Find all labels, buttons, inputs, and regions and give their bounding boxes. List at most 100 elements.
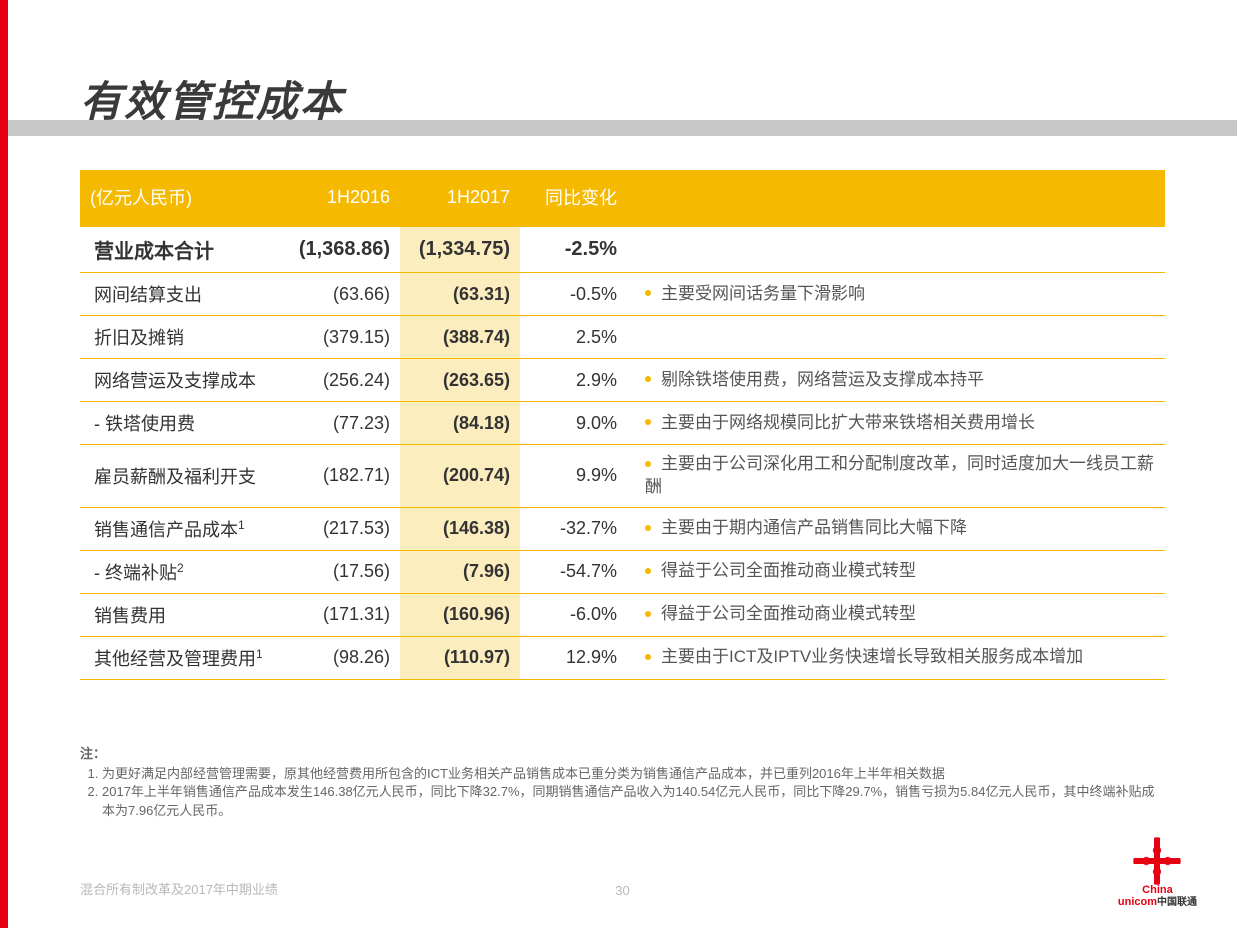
bullet-icon <box>645 611 651 617</box>
bullet-icon <box>645 290 651 296</box>
cell-2016: (1,368.86) <box>285 226 400 273</box>
cell-2016: (17.56) <box>285 550 400 593</box>
bullet-icon <box>645 376 651 382</box>
cell-note: 主要由于网络规模同比扩大带来铁塔相关费用增长 <box>635 402 1165 445</box>
cell-label: 折旧及摊销 <box>80 316 285 359</box>
table-row: 雇员薪酬及福利开支(182.71)(200.74)9.9%主要由于公司深化用工和… <box>80 445 1165 508</box>
cell-yoy: -2.5% <box>520 226 635 273</box>
note-text: 主要由于ICT及IPTV业务快速增长导致相关服务成本增加 <box>661 647 1083 666</box>
footnote-item: 为更好满足内部经营管理需要，原其他经营费用所包含的ICT业务相关产品销售成本已重… <box>102 765 1165 783</box>
note-text: 剔除铁塔使用费，网络营运及支撑成本持平 <box>661 370 984 389</box>
cell-yoy: -0.5% <box>520 273 635 316</box>
cell-note: 主要由于期内通信产品销售同比大幅下降 <box>635 507 1165 550</box>
cell-yoy: 9.0% <box>520 402 635 445</box>
table-row: - 铁塔使用费(77.23)(84.18)9.0% 主要由于网络规模同比扩大带来铁… <box>80 402 1165 445</box>
superscript: 1 <box>256 647 263 661</box>
cell-2017: (200.74) <box>400 445 520 508</box>
cell-label: 销售费用 <box>80 593 285 636</box>
left-red-bar <box>0 0 8 928</box>
col-1h2017: 1H2017 <box>400 170 520 226</box>
cell-2016: (63.66) <box>285 273 400 316</box>
cell-note <box>635 226 1165 273</box>
cell-2016: (171.31) <box>285 593 400 636</box>
bullet-icon <box>645 461 651 467</box>
table-row: 网络营运及支撑成本(256.24)(263.65)2.9% 剔除铁塔使用费，网络营… <box>80 359 1165 402</box>
cell-note: 主要受网间话务量下滑影响 <box>635 273 1165 316</box>
table-row: 其他经营及管理费用1(98.26)(110.97)12.9% 主要由于ICT及IP… <box>80 636 1165 679</box>
cell-2016: (182.71) <box>285 445 400 508</box>
table-row: 销售费用(171.31)(160.96)-6.0% 得益于公司全面推动商业模式转型 <box>80 593 1165 636</box>
cell-label: 雇员薪酬及福利开支 <box>80 445 285 508</box>
note-text: 主要由于网络规模同比扩大带来铁塔相关费用增长 <box>661 413 1035 432</box>
cell-yoy: -54.7% <box>520 550 635 593</box>
note-text: 主要受网间话务量下滑影响 <box>661 284 865 303</box>
col-note <box>635 170 1165 226</box>
cell-2016: (98.26) <box>285 636 400 679</box>
footnote-head: 注： <box>80 745 1165 763</box>
logo-text-china: China <box>1142 884 1173 896</box>
table-row: - 终端补贴2(17.56)(7.96)-54.7% 得益于公司全面推动商业模式转… <box>80 550 1165 593</box>
cell-note: 得益于公司全面推动商业模式转型 <box>635 593 1165 636</box>
cell-label: 营业成本合计 <box>80 226 285 273</box>
bullet-icon <box>645 525 651 531</box>
cell-label: 网络营运及支撑成本 <box>80 359 285 402</box>
cell-label: 其他经营及管理费用1 <box>80 636 285 679</box>
cell-label: - 铁塔使用费 <box>80 402 285 445</box>
cell-yoy: 9.9% <box>520 445 635 508</box>
cell-yoy: 2.9% <box>520 359 635 402</box>
cell-2017: (160.96) <box>400 593 520 636</box>
col-1h2016: 1H2016 <box>285 170 400 226</box>
cell-2017: (84.18) <box>400 402 520 445</box>
cell-2017: (388.74) <box>400 316 520 359</box>
footer-left: 混合所有制改革及2017年中期业绩 <box>80 879 278 898</box>
table-row: 营业成本合计(1,368.86)(1,334.75)-2.5% <box>80 226 1165 273</box>
china-unicom-logo: China unicom中国联通 <box>1118 840 1197 908</box>
cell-note: 得益于公司全面推动商业模式转型 <box>635 550 1165 593</box>
cell-2016: (379.15) <box>285 316 400 359</box>
cell-yoy: -32.7% <box>520 507 635 550</box>
superscript: 1 <box>238 518 245 532</box>
cell-2017: (63.31) <box>400 273 520 316</box>
cell-2016: (256.24) <box>285 359 400 402</box>
note-text: 得益于公司全面推动商业模式转型 <box>661 604 916 623</box>
footnote-item: 2017年上半年销售通信产品成本发生146.38亿元人民币，同比下降32.7%，… <box>102 783 1165 819</box>
superscript: 2 <box>177 561 184 575</box>
cell-note: 主要由于ICT及IPTV业务快速增长导致相关服务成本增加 <box>635 636 1165 679</box>
cell-2016: (217.53) <box>285 507 400 550</box>
bullet-icon <box>645 419 651 425</box>
col-unit: (亿元人民币) <box>80 170 285 226</box>
logo-text-cn: 中国联通 <box>1157 897 1197 908</box>
cell-2017: (1,334.75) <box>400 226 520 273</box>
cell-yoy: -6.0% <box>520 593 635 636</box>
col-yoy: 同比变化 <box>520 170 635 226</box>
logo-knot-icon <box>1131 834 1184 887</box>
cell-note: 主要由于公司深化用工和分配制度改革，同时适度加大一线员工薪酬 <box>635 445 1165 508</box>
cost-table: (亿元人民币) 1H2016 1H2017 同比变化 营业成本合计(1,368.… <box>80 170 1165 680</box>
logo-text-unicom: unicom <box>1118 896 1157 908</box>
bullet-icon <box>645 568 651 574</box>
table-row: 网间结算支出(63.66)(63.31)-0.5% 主要受网间话务量下滑影响 <box>80 273 1165 316</box>
cell-label: - 终端补贴2 <box>80 550 285 593</box>
page-number: 30 <box>615 883 629 898</box>
cell-2017: (263.65) <box>400 359 520 402</box>
cell-2017: (110.97) <box>400 636 520 679</box>
table-row: 销售通信产品成本1(217.53)(146.38)-32.7% 主要由于期内通信产… <box>80 507 1165 550</box>
title-underline-band <box>8 120 1237 136</box>
cell-2017: (146.38) <box>400 507 520 550</box>
table-row: 折旧及摊销(379.15)(388.74)2.5% <box>80 316 1165 359</box>
cell-note <box>635 316 1165 359</box>
cell-yoy: 2.5% <box>520 316 635 359</box>
note-text: 主要由于期内通信产品销售同比大幅下降 <box>661 518 967 537</box>
footer: 混合所有制改革及2017年中期业绩 30 <box>80 879 1165 898</box>
cell-2016: (77.23) <box>285 402 400 445</box>
cell-label: 销售通信产品成本1 <box>80 507 285 550</box>
note-text: 得益于公司全面推动商业模式转型 <box>661 561 916 580</box>
note-text: 主要由于公司深化用工和分配制度改革，同时适度加大一线员工薪酬 <box>645 454 1154 496</box>
footnotes: 注： 为更好满足内部经营管理需要，原其他经营费用所包含的ICT业务相关产品销售成… <box>80 745 1165 820</box>
cell-yoy: 12.9% <box>520 636 635 679</box>
cell-note: 剔除铁塔使用费，网络营运及支撑成本持平 <box>635 359 1165 402</box>
cell-label: 网间结算支出 <box>80 273 285 316</box>
table-header-row: (亿元人民币) 1H2016 1H2017 同比变化 <box>80 170 1165 226</box>
bullet-icon <box>645 654 651 660</box>
cell-2017: (7.96) <box>400 550 520 593</box>
